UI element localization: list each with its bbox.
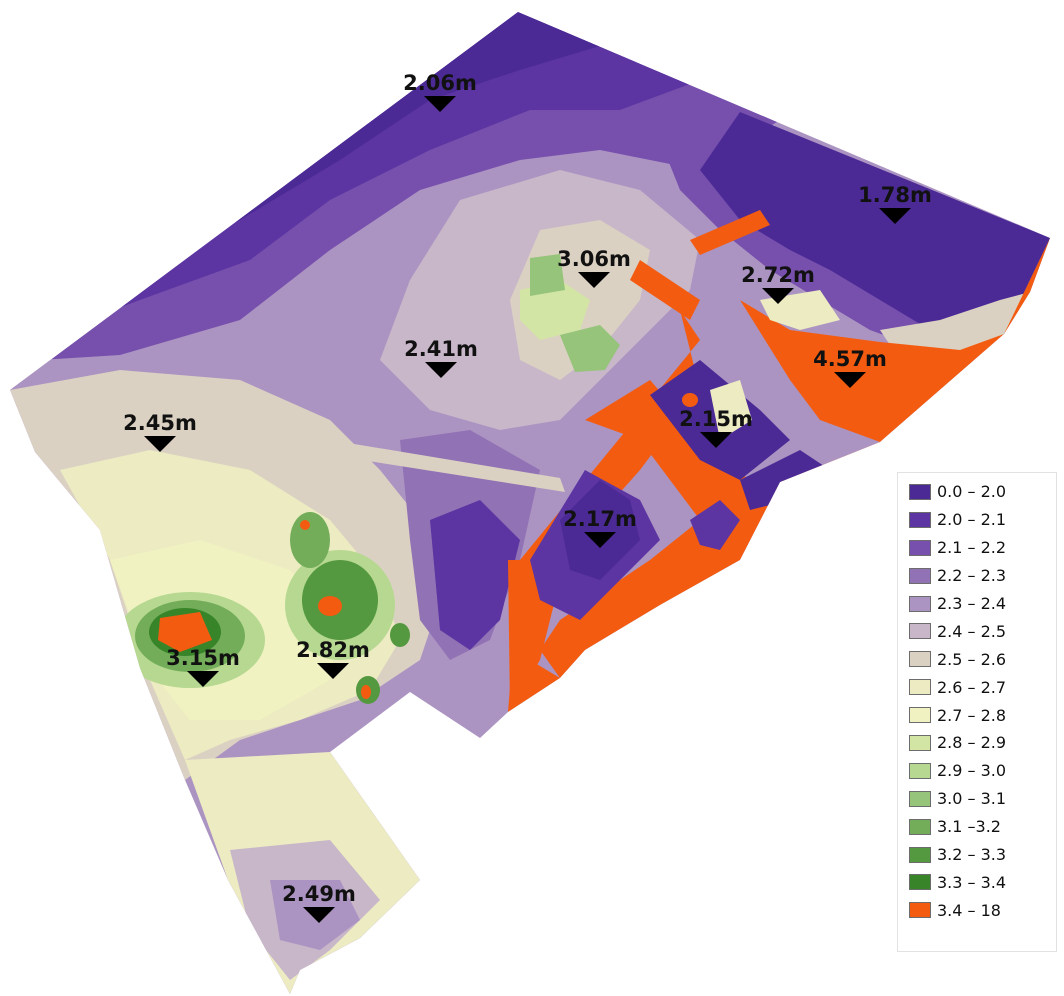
legend-label: 2.6 – 2.7 <box>937 677 1007 697</box>
legend-item: 2.2 – 2.3 <box>909 562 1056 590</box>
elevation-marker: 3.15m <box>166 646 240 687</box>
marker-label: 3.06m <box>557 247 631 271</box>
legend-swatch <box>909 790 931 807</box>
marker-label: 2.82m <box>296 638 370 662</box>
marker-triangle-icon <box>187 671 219 687</box>
legend-item: 2.5 – 2.6 <box>909 645 1056 673</box>
legend-swatch <box>909 567 931 584</box>
legend-item: 0.0 – 2.0 <box>909 478 1056 506</box>
marker-label: 2.17m <box>563 507 637 531</box>
elevation-marker: 2.06m <box>403 71 477 112</box>
elevation-markers: 2.06m 1.78m 3.06m 2.72m 2.41m 4.57m 2.45m 2.15m… <box>123 71 932 923</box>
marker-triangle-icon <box>303 907 335 923</box>
elevation-marker: 3.06m <box>557 247 631 288</box>
marker-triangle-icon <box>317 663 349 679</box>
elevation-marker: 2.45m <box>123 411 197 452</box>
marker-label: 2.45m <box>123 411 197 435</box>
legend-label: 2.7 – 2.8 <box>937 705 1007 725</box>
marker-triangle-icon <box>700 432 732 448</box>
legend-label: 2.5 – 2.6 <box>937 649 1007 669</box>
legend-swatch <box>909 902 931 919</box>
legend-swatch <box>909 483 931 500</box>
legend-item: 2.4 – 2.5 <box>909 617 1056 645</box>
elevation-marker: 1.78m <box>858 183 932 224</box>
marker-label: 2.49m <box>282 882 356 906</box>
legend-item: 2.3 – 2.4 <box>909 590 1056 618</box>
marker-label: 1.78m <box>858 183 932 207</box>
legend-label: 3.1 –3.2 <box>937 817 1001 837</box>
legend-item: 3.3 – 3.4 <box>909 868 1056 896</box>
legend-swatch <box>909 846 931 863</box>
legend-item: 3.4 – 18 <box>909 896 1056 924</box>
legend-swatch <box>909 762 931 779</box>
marker-triangle-icon <box>425 362 457 378</box>
legend-label: 3.4 – 18 <box>937 900 1001 920</box>
legend-item: 3.1 –3.2 <box>909 813 1056 841</box>
legend-swatch <box>909 511 931 528</box>
elevation-marker: 2.17m <box>563 507 637 548</box>
legend-label: 2.4 – 2.5 <box>937 621 1007 641</box>
marker-label: 4.57m <box>813 347 887 371</box>
marker-label: 2.72m <box>741 263 815 287</box>
legend-label: 2.3 – 2.4 <box>937 594 1007 613</box>
legend-swatch <box>909 818 931 835</box>
elevation-marker: 2.41m <box>404 337 478 378</box>
legend-item: 2.0 – 2.1 <box>909 506 1056 534</box>
marker-triangle-icon <box>424 96 456 112</box>
elevation-marker: 2.72m <box>741 263 815 304</box>
marker-label: 2.15m <box>679 407 753 431</box>
marker-triangle-icon <box>144 436 176 452</box>
legend-swatch <box>909 539 931 556</box>
legend-label: 2.9 – 3.0 <box>937 761 1007 781</box>
marker-triangle-icon <box>578 272 610 288</box>
legend-swatch <box>909 595 931 612</box>
legend-item: 3.2 – 3.3 <box>909 841 1056 869</box>
legend-item: 3.0 – 3.1 <box>909 785 1056 813</box>
legend-swatch <box>909 623 931 640</box>
legend-item: 2.7 – 2.8 <box>909 701 1056 729</box>
legend-item: 2.9 – 3.0 <box>909 757 1056 785</box>
marker-triangle-icon <box>834 372 866 388</box>
legend-swatch <box>909 707 931 724</box>
legend-swatch <box>909 679 931 696</box>
legend-label: 2.0 – 2.1 <box>937 510 1007 530</box>
legend-item: 2.1 – 2.2 <box>909 534 1056 562</box>
map-legend: 0.0 – 2.0 2.0 – 2.1 2.1 – 2.2 2.2 – 2.3 2.3 … <box>897 472 1057 952</box>
legend-label: 2.1 – 2.2 <box>937 538 1007 558</box>
legend-label: 3.3 – 3.4 <box>937 872 1007 892</box>
legend-label: 3.0 – 3.1 <box>937 789 1007 809</box>
legend-item: 2.8 – 2.9 <box>909 729 1056 757</box>
marker-label: 2.41m <box>404 337 478 361</box>
legend-swatch <box>909 651 931 668</box>
legend-label: 2.8 – 2.9 <box>937 733 1007 753</box>
legend-swatch <box>909 734 931 751</box>
marker-triangle-icon <box>584 532 616 548</box>
marker-label: 2.06m <box>403 71 477 95</box>
elevation-marker: 4.57m <box>813 347 887 388</box>
elevation-marker: 2.49m <box>282 882 356 923</box>
legend-item: 2.6 – 2.7 <box>909 673 1056 701</box>
marker-triangle-icon <box>762 288 794 304</box>
legend-label: 2.2 – 2.3 <box>937 566 1007 586</box>
legend-label: 0.0 – 2.0 <box>937 482 1007 502</box>
marker-label: 3.15m <box>166 646 240 670</box>
marker-triangle-icon <box>879 208 911 224</box>
legend-label: 3.2 – 3.3 <box>937 845 1007 865</box>
legend-swatch <box>909 874 931 891</box>
elevation-marker: 2.15m <box>679 407 753 448</box>
elevation-marker: 2.82m <box>296 638 370 679</box>
